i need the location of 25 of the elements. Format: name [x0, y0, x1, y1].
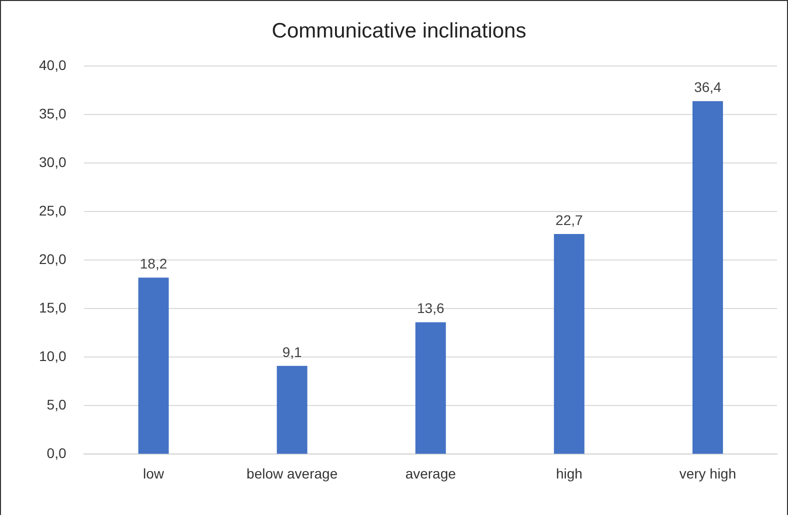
data-label: 9,1 — [282, 344, 302, 360]
y-tick-label: 30,0 — [39, 154, 66, 170]
y-tick-label: 20,0 — [39, 251, 66, 268]
data-label: 18,2 — [140, 256, 168, 272]
bar — [415, 322, 446, 454]
y-tick-label: 0,0 — [46, 445, 66, 462]
x-tick-label: high — [556, 465, 582, 482]
y-tick-label: 40,0 — [39, 57, 66, 74]
x-tick-label: average — [405, 465, 456, 482]
y-tick-label: 25,0 — [39, 202, 66, 219]
y-tick-label: 35,0 — [39, 106, 66, 122]
y-tick-label: 10,0 — [39, 348, 66, 364]
y-tick-label: 5,0 — [46, 396, 66, 413]
x-tick-label: below average — [246, 465, 338, 482]
bar — [138, 278, 169, 454]
bar — [276, 366, 308, 454]
data-label: 13,6 — [417, 300, 444, 316]
data-label: 36,4 — [694, 78, 722, 95]
x-tick-label: low — [143, 465, 165, 482]
bar — [692, 101, 723, 454]
data-label: 22,7 — [556, 212, 584, 228]
chart-title: Communicative inclinations — [272, 19, 526, 42]
y-tick-label: 15,0 — [39, 300, 66, 316]
bar — [554, 234, 584, 454]
x-tick-label: very high — [679, 465, 736, 482]
